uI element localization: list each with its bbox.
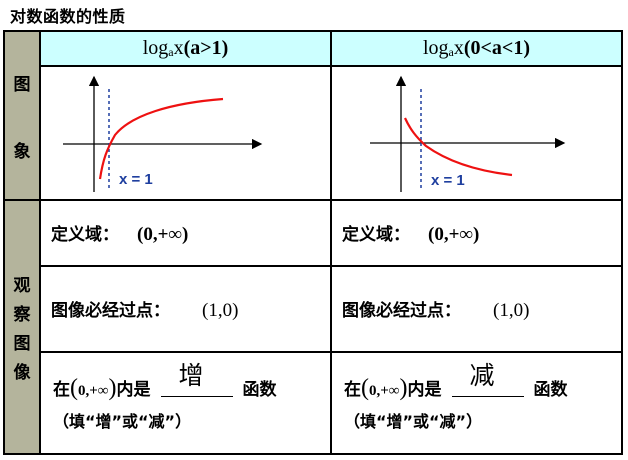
domain-value: (0,+∞) (137, 224, 189, 245)
point-label: 图像必经过点： (51, 301, 170, 321)
row-label-graph: 图 象 (3, 30, 41, 201)
log-curve-increasing (98, 97, 224, 180)
graph-cell-decreasing: x = 1 (330, 65, 623, 201)
domain-value: (0,+∞) (428, 224, 480, 245)
row-label-char: 象 (13, 141, 31, 162)
point-value: (1,0) (202, 300, 239, 321)
mono-mid: 内是 (116, 379, 151, 400)
mono-interval: 0,+∞ (369, 382, 400, 399)
monotonic-sentence: 在 (0,+∞) 内是 增 函数 (53, 361, 330, 400)
mono-answer: 减 (469, 360, 495, 390)
row-label-observe: 观 察 图 像 (3, 199, 41, 455)
point-cell-increasing: 图像必经过点： (1,0) (39, 265, 332, 353)
mono-prefix: 在 (53, 379, 70, 400)
log-graph-decreasing: x = 1 (370, 75, 566, 192)
mono-prefix: 在 (344, 379, 361, 400)
condition-label: (a>1) (183, 37, 229, 59)
monotonic-cell-decreasing: 在 (0,+∞) 内是 减 函数 （填“增”或“减”） (330, 351, 623, 455)
x1-label: x = 1 (431, 172, 465, 189)
mono-answer: 增 (178, 360, 204, 390)
condition-label: (0<a<1) (463, 37, 530, 59)
row-label-char: 像 (13, 363, 31, 383)
log-graph-increasing: x = 1 (63, 75, 263, 192)
x1-label: x = 1 (119, 171, 153, 188)
mono-hint: （填“增”或“减”） (344, 411, 483, 431)
point-cell-decreasing: 图像必经过点： (1,0) (330, 265, 623, 353)
domain-cell-decreasing: 定义域： (0,+∞) (330, 199, 623, 267)
mono-hint: （填“增”或“减”） (53, 411, 192, 431)
domain-label: 定义域： (342, 225, 410, 245)
header-a-lt-1: logax(0<a<1) (330, 30, 623, 67)
domain-cell-increasing: 定义域： (0,+∞) (39, 199, 332, 267)
mono-interval: 0,+∞ (78, 382, 109, 399)
answer-blank: 增 (160, 361, 233, 397)
monotonic-sentence: 在 (0,+∞) 内是 减 函数 (344, 361, 621, 400)
point-value: (1,0) (493, 300, 530, 321)
header-a-gt-1: logax(a>1) (39, 30, 332, 67)
monotonic-cell-increasing: 在 (0,+∞) 内是 增 函数 （填“增”或“减”） (39, 351, 332, 455)
page-title: 对数函数的性质 (10, 7, 126, 26)
point-label: 图像必经过点： (342, 301, 461, 321)
row-label-char: 图 (13, 74, 31, 95)
mono-suffix: 函数 (242, 379, 277, 400)
answer-blank: 减 (451, 361, 524, 397)
log-label: logax (422, 37, 464, 59)
row-label-char: 图 (13, 334, 31, 354)
log-label: logax (142, 37, 184, 59)
mono-suffix: 函数 (533, 379, 568, 400)
properties-table: 图 象 logax(a>1) logax(0<a<1) (3, 30, 623, 455)
graph-cell-increasing: x = 1 (39, 65, 332, 201)
row-label-char: 察 (13, 305, 31, 325)
domain-label: 定义域： (51, 225, 119, 245)
row-label-char: 观 (13, 276, 31, 296)
mono-mid: 内是 (407, 379, 442, 400)
log-curve-decreasing (403, 117, 513, 177)
